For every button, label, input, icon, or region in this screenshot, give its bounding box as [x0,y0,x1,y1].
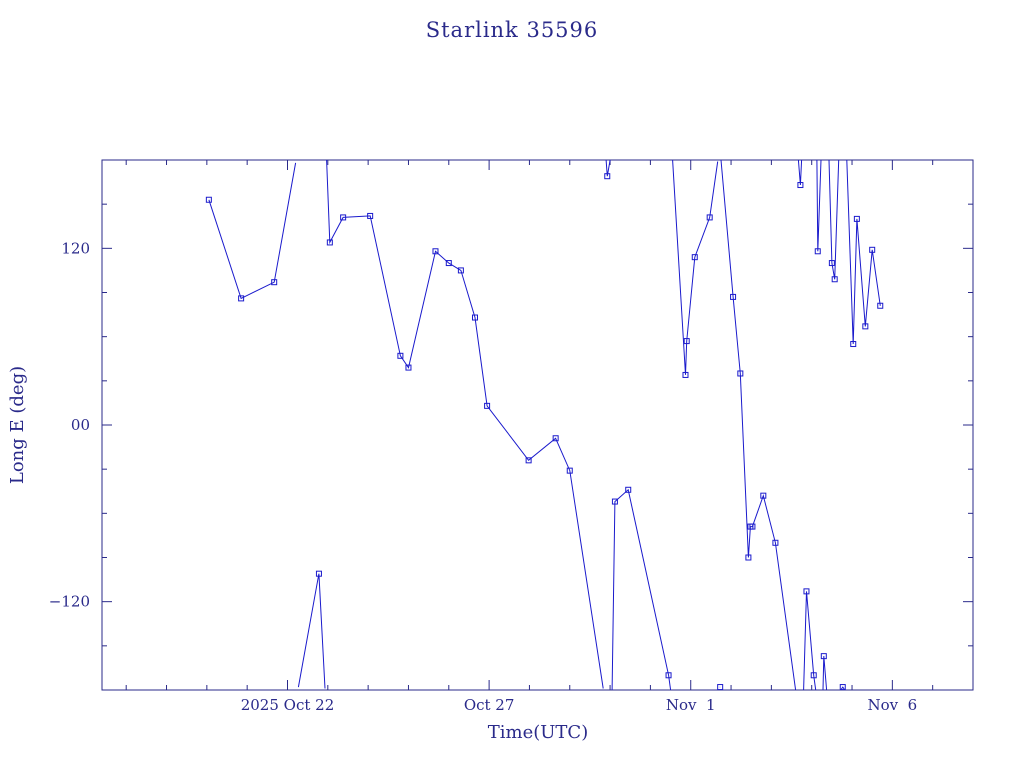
data-point [814,248,821,255]
data-point [745,554,752,561]
data-point [205,196,212,203]
data-point [566,467,573,474]
series-line [846,160,881,345]
x-tick-label: Nov 6 [867,696,917,714]
data-point [717,684,724,691]
data-point [397,352,404,359]
series-line [326,160,604,689]
data-point [691,254,698,261]
data-point [432,248,439,255]
data-point [869,246,876,253]
y-tick-label: 120 [61,239,90,257]
series-line [672,160,719,375]
data-point [850,341,857,348]
x-axis-label: Time(UTC) [488,722,588,743]
y-axis-label: Long E (deg) [7,366,28,484]
data-point [760,492,767,499]
data-point [445,260,452,267]
data-point [730,293,737,300]
y-tick-label: −120 [49,593,90,611]
data-point [772,539,779,546]
data-point [828,260,835,267]
data-point [803,588,810,595]
series-line [797,160,803,186]
data-point [877,302,884,309]
data-point [625,486,632,493]
plot-area [101,159,974,691]
data-point [706,214,713,221]
data-point [810,672,817,679]
data-point [682,371,689,378]
data-point [604,173,611,180]
series-line [803,591,817,690]
data-point [484,402,491,409]
data-point [683,338,690,345]
data-point [839,684,846,691]
data-point [611,498,618,505]
data-point [326,239,333,246]
data-point [665,672,672,679]
axis-ticks [102,160,974,690]
data-point [525,457,532,464]
data-point [367,212,374,219]
data-point [457,267,464,274]
data-point [862,323,869,330]
series-line [605,160,611,177]
series-line [816,160,822,252]
data-point [238,295,245,302]
series-line [208,162,297,300]
series-group [205,160,884,691]
tick-labels: 2025 Oct 22 Oct 27 Nov 1 Nov 6 120 00 −120 [49,239,917,714]
x-tick-label: Oct 27 [464,696,515,714]
data-point [749,523,756,530]
chart-title: Starlink 35596 [426,18,599,42]
data-point [552,435,559,442]
series-line [297,573,326,689]
data-point [315,570,322,577]
x-tick-label: Nov 1 [666,696,716,714]
series-line [720,160,797,690]
x-tick-label: 2025 Oct 22 [241,696,335,714]
data-point [853,215,860,222]
y-tick-label: 00 [71,416,90,434]
data-point [737,370,744,377]
data-point [797,182,804,189]
series-line [611,488,672,690]
data-point [820,653,827,660]
series-line [822,656,828,690]
series-line [828,160,840,280]
data-point [405,364,412,371]
data-point [271,279,278,286]
data-point [340,214,347,221]
data-point [831,276,838,283]
data-point [471,314,478,321]
series-line [840,686,846,690]
